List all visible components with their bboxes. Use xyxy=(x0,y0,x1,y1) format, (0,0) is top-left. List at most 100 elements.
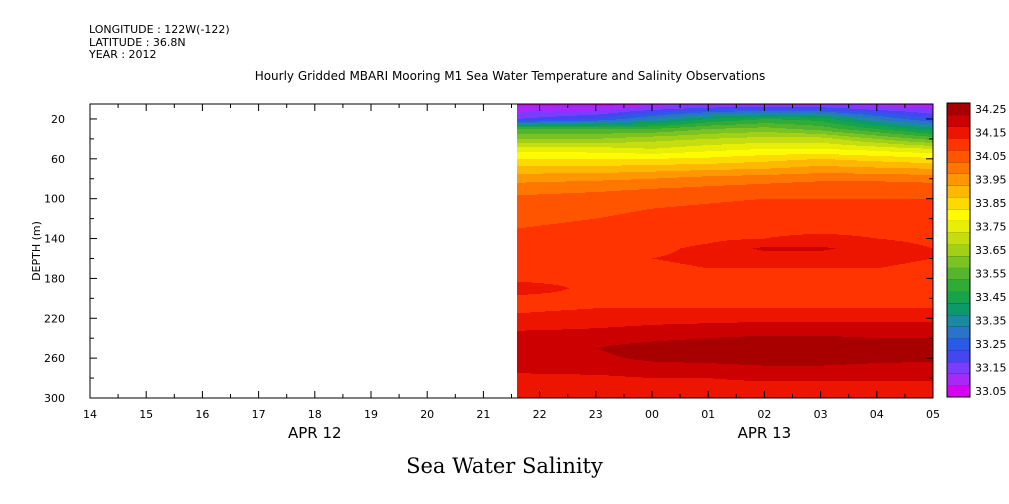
heatmap-cell xyxy=(564,129,565,134)
heatmap-cell xyxy=(672,188,673,207)
heatmap-cell xyxy=(697,164,698,170)
heatmap-cell xyxy=(559,120,560,121)
heatmap-cell xyxy=(644,172,645,179)
heatmap-cell xyxy=(657,165,658,171)
heatmap-cell xyxy=(701,187,702,204)
heatmap-cell xyxy=(546,127,547,129)
heatmap-cell xyxy=(669,207,670,254)
heatmap-cell xyxy=(558,147,559,152)
heatmap-cell xyxy=(563,290,564,310)
heatmap-cell xyxy=(673,324,674,340)
heatmap-cell xyxy=(548,123,549,124)
heatmap-cell xyxy=(521,282,522,295)
heatmap-cell xyxy=(686,158,687,164)
heatmap-cell xyxy=(638,120,639,122)
heatmap-cell xyxy=(662,256,663,260)
heatmap-cell xyxy=(677,111,678,114)
heatmap-cell xyxy=(534,104,535,106)
heatmap-cell xyxy=(552,104,553,106)
heatmap-cell xyxy=(525,134,526,139)
heatmap-cell xyxy=(659,104,660,107)
heatmap-cell xyxy=(622,214,623,308)
heatmap-cell xyxy=(597,110,598,115)
heatmap-cell xyxy=(549,129,550,134)
heatmap-cell xyxy=(634,108,635,111)
heatmap-cell xyxy=(667,178,668,188)
heatmap-cell xyxy=(658,257,659,260)
heatmap-cell xyxy=(536,112,537,118)
heatmap-cell xyxy=(602,120,603,122)
heatmap-cell xyxy=(618,138,619,143)
heatmap-cell xyxy=(701,363,702,378)
heatmap-cell xyxy=(678,153,679,158)
heatmap-cell xyxy=(540,374,541,398)
heatmap-cell xyxy=(583,375,584,398)
heatmap-cell xyxy=(557,173,558,182)
heatmap-cell xyxy=(643,159,644,165)
heatmap-cell xyxy=(519,331,520,373)
heatmap-cell xyxy=(595,328,596,375)
heatmap-cell xyxy=(682,106,683,109)
heatmap-cell xyxy=(630,180,631,190)
heatmap-cell xyxy=(639,137,640,142)
heatmap-cell xyxy=(547,182,548,194)
heatmap-cell xyxy=(651,124,652,126)
heatmap-cell xyxy=(663,123,664,126)
heatmap-cell xyxy=(692,378,693,398)
heatmap-cell xyxy=(542,139,543,143)
heatmap-cell xyxy=(688,152,689,158)
heatmap-cell xyxy=(570,124,571,126)
heatmap-cell xyxy=(652,209,653,258)
heatmap-cell xyxy=(545,166,546,173)
heatmap-cell xyxy=(565,106,566,111)
heatmap-cell xyxy=(531,106,532,112)
heatmap-cell xyxy=(539,174,540,182)
heatmap-cell xyxy=(543,117,544,120)
heatmap-cell xyxy=(571,181,572,193)
heatmap-cell xyxy=(658,325,659,341)
heatmap-cell xyxy=(573,111,574,116)
heatmap-cell xyxy=(562,106,563,111)
heatmap-cell xyxy=(548,129,549,134)
heatmap-cell xyxy=(552,106,553,112)
heatmap-cell xyxy=(645,308,646,325)
heatmap-cell xyxy=(558,152,559,159)
heatmap-cell xyxy=(597,181,598,192)
heatmap-cell xyxy=(622,112,623,116)
heatmap-cell xyxy=(661,115,662,118)
heatmap-cell xyxy=(666,115,667,118)
heatmap-cell xyxy=(561,116,562,120)
heatmap-cell xyxy=(545,143,546,147)
heatmap-cell xyxy=(587,192,588,220)
heatmap-cell xyxy=(616,109,617,113)
heatmap-cell xyxy=(589,119,590,121)
heatmap-cell xyxy=(658,178,659,188)
heatmap-cell xyxy=(656,121,657,124)
heatmap-cell xyxy=(603,375,604,398)
heatmap-cell xyxy=(573,329,574,374)
heatmap-cell xyxy=(534,147,535,152)
heatmap-cell xyxy=(553,104,554,106)
heatmap-cell xyxy=(601,218,602,308)
heatmap-cell xyxy=(690,170,691,177)
heatmap-cell xyxy=(657,189,658,208)
heatmap-cell xyxy=(641,124,642,127)
heatmap-cell xyxy=(621,153,622,159)
heatmap-cell xyxy=(685,118,686,121)
heatmap-cell xyxy=(569,123,570,124)
heatmap-cell xyxy=(666,128,667,132)
heatmap-cell xyxy=(578,193,579,221)
heatmap-cell xyxy=(655,189,656,208)
heatmap-cell xyxy=(611,127,612,129)
heatmap-cell xyxy=(603,106,604,110)
heatmap-cell xyxy=(648,308,649,325)
heatmap-cell xyxy=(700,177,701,187)
heatmap-cell xyxy=(697,205,698,245)
heatmap-cell xyxy=(696,177,697,187)
heatmap-cell xyxy=(626,137,627,142)
heatmap-cell xyxy=(690,104,691,106)
heatmap-cell xyxy=(640,148,641,154)
heatmap-cell xyxy=(555,124,556,126)
heatmap-cell xyxy=(617,308,618,327)
heatmap-cell xyxy=(700,204,701,245)
